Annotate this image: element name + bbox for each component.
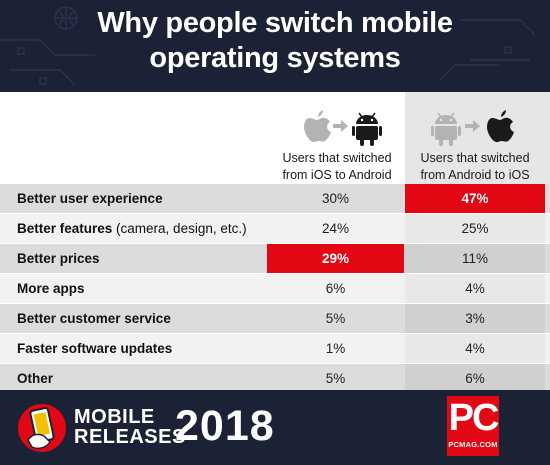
column-label-line-2: from Android to iOS: [420, 168, 530, 182]
cell-android-to-ios: 4%: [405, 334, 545, 363]
row-category: Better prices: [17, 251, 100, 266]
row-category: Other: [17, 371, 54, 386]
apple-icon: [304, 110, 331, 143]
phone-hand-icon: [18, 404, 66, 452]
cell-android-to-ios: 4%: [405, 274, 545, 303]
arrow-right-icon: [465, 120, 480, 132]
footer-line-2: RELEASES: [74, 426, 186, 448]
pcmag-site-text: PCMAG.COM: [448, 440, 498, 449]
column-label-line-1: Users that switched: [420, 151, 530, 165]
footer-series-label: MOBILE RELEASES: [74, 407, 186, 447]
cell-android-to-ios: 25%: [405, 214, 545, 243]
row-category: More apps: [17, 281, 85, 296]
title-line-2: operating systems: [149, 42, 401, 74]
header-banner: Why people switch mobile operating syste…: [0, 0, 550, 92]
row-category: Better features (camera, design, etc.): [17, 221, 247, 236]
cell-ios-to-android: 29%: [267, 244, 404, 273]
table-row: Better customer service 5% 3%: [0, 304, 550, 334]
row-category: Better user experience: [17, 191, 163, 206]
footer-year: 2018: [175, 402, 275, 450]
cell-android-to-ios: 3%: [405, 304, 545, 333]
cell-android-to-ios: 11%: [405, 244, 545, 273]
cell-ios-to-android: 6%: [325, 281, 346, 296]
table-row: Other 5% 6%: [0, 364, 550, 394]
footer-banner: MOBILE RELEASES 2018 PC PCMAG.COM: [0, 390, 550, 465]
switch-icons-ios-to-android: [304, 110, 382, 146]
table-row: More apps 6% 4%: [0, 274, 550, 304]
circuit-pattern-decoration: [0, 6, 536, 86]
cell-ios-to-android: 5%: [325, 311, 346, 326]
pcmag-logo: PC PCMAG.COM: [447, 396, 499, 456]
table-row: Better user experience 30% 47%: [0, 184, 550, 214]
title-line-1: Why people switch mobile: [97, 7, 453, 39]
cell-ios-to-android: 5%: [325, 371, 346, 386]
cell-ios-to-android: 30%: [321, 191, 350, 206]
cell-ios-to-android: 24%: [321, 221, 350, 236]
apple-icon: [487, 110, 514, 143]
column-label-line-1: Users that switched: [282, 151, 392, 165]
cell-ios-to-android: 1%: [325, 341, 346, 356]
android-icon: [431, 112, 461, 146]
data-table: Better user experience 30% 47% Better fe…: [0, 184, 550, 394]
pc-logo-text: PC: [448, 397, 500, 439]
footer-line-1: MOBILE: [74, 406, 155, 428]
android-icon: [352, 112, 382, 146]
table-row: Better features (camera, design, etc.) 2…: [0, 214, 550, 244]
row-category: Better customer service: [17, 311, 171, 326]
cell-android-to-ios: 6%: [405, 364, 545, 393]
switch-icons-android-to-ios: [431, 110, 514, 146]
table-row: Better prices 29% 11%: [0, 244, 550, 274]
cell-android-to-ios: 47%: [405, 184, 545, 213]
table-row: Faster software updates 1% 4%: [0, 334, 550, 364]
page-title: Why people switch mobile operating syste…: [0, 6, 550, 76]
arrow-right-icon: [333, 120, 348, 132]
row-category: Faster software updates: [17, 341, 173, 356]
column-header-ios-to-android: Users that switched from iOS to Android: [267, 104, 407, 184]
column-header-android-to-ios: Users that switched from Android to iOS: [405, 104, 545, 184]
column-label-line-2: from iOS to Android: [282, 168, 392, 182]
